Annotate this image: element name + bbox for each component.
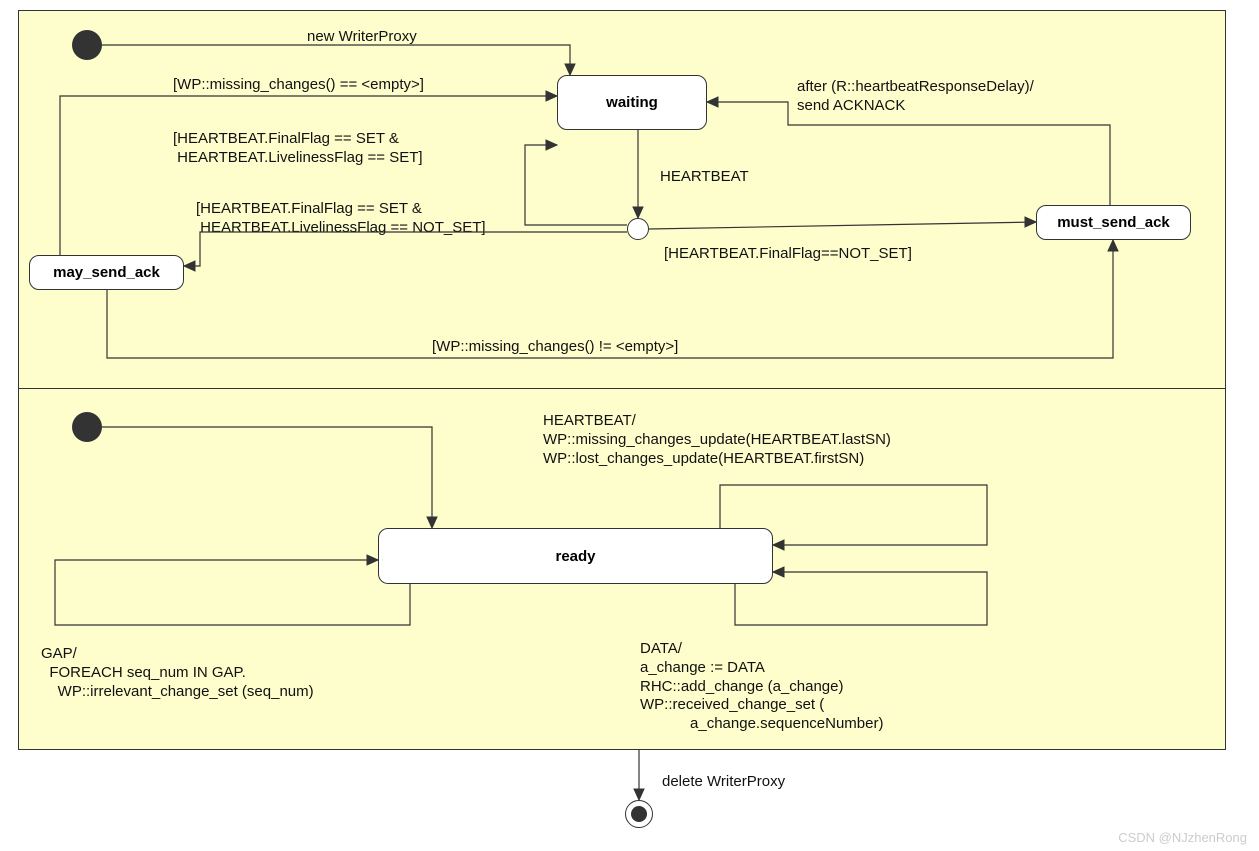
label-heartbeat-update: HEARTBEAT/ WP::missing_changes_update(HE… [543,412,891,468]
state-must-send-ack: must_send_ack [1036,205,1191,240]
state-may-send-ack: may_send_ack [29,255,184,290]
state-waiting: waiting [557,75,707,130]
label-final-set-live-set: [HEARTBEAT.FinalFlag == SET & HEARTBEAT.… [173,130,423,168]
state-must-send-ack-label: must_send_ack [1057,214,1170,231]
state-ready-label: ready [555,548,595,565]
junction-heartbeat [627,218,649,240]
label-after-delay: after (R::heartbeatResponseDelay)/ send … [797,78,1034,116]
label-data: DATA/ a_change := DATA RHC::add_change (… [640,640,883,734]
state-may-send-ack-label: may_send_ack [53,264,160,281]
arrow-region-final [634,789,644,800]
initial-state-top [72,30,102,60]
final-state-inner [631,806,647,822]
state-ready: ready [378,528,773,584]
label-delete-writerproxy: delete WriterProxy [662,773,785,792]
state-waiting-label: waiting [606,94,658,111]
label-heartbeat: HEARTBEAT [660,168,749,187]
label-gap: GAP/ FOREACH seq_num IN GAP. WP::irrelev… [41,645,314,701]
label-final-notset: [HEARTBEAT.FinalFlag==NOT_SET] [664,245,912,264]
watermark: CSDN @NJzhenRong [1118,830,1247,845]
final-state [625,800,653,828]
initial-state-bottom [72,412,102,442]
label-missing-empty: [WP::missing_changes() == <empty>] [173,76,424,95]
label-missing-not-empty: [WP::missing_changes() != <empty>] [432,338,678,357]
label-new-writerproxy: new WriterProxy [307,28,417,47]
label-final-set-live-notset: [HEARTBEAT.FinalFlag == SET & HEARTBEAT.… [196,200,486,238]
region-divider [18,388,1226,389]
